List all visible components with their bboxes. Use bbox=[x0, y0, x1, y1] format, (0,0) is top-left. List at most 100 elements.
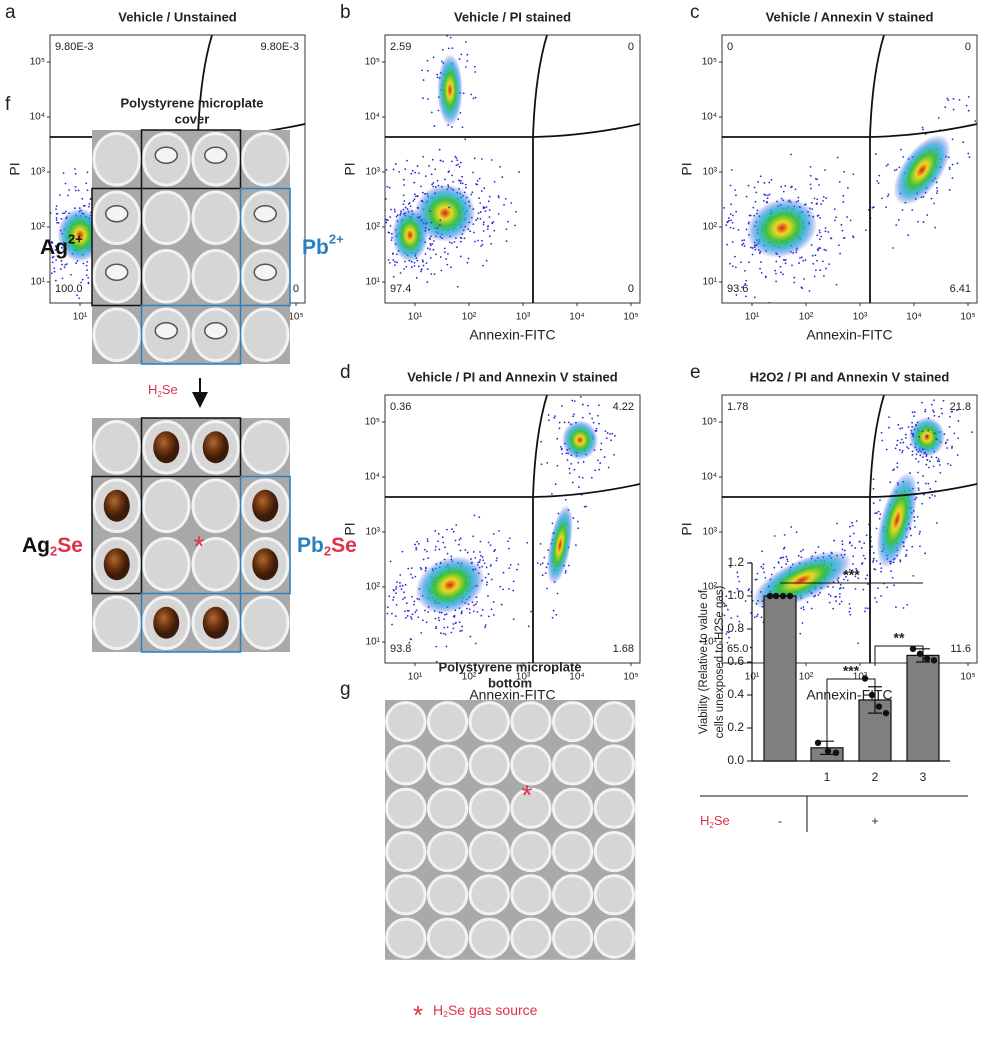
y-tick-label: 0.8 bbox=[727, 621, 744, 635]
event-dot bbox=[415, 548, 418, 551]
event-dot bbox=[438, 619, 441, 622]
event-dot bbox=[898, 449, 901, 451]
event-dot bbox=[588, 412, 591, 415]
event-dot bbox=[516, 568, 518, 571]
event-dot bbox=[54, 279, 57, 282]
event-dot bbox=[406, 615, 409, 617]
event-dot bbox=[435, 625, 438, 628]
event-dot bbox=[399, 585, 402, 588]
event-dot bbox=[503, 203, 505, 206]
event-dot bbox=[864, 610, 866, 613]
event-dot bbox=[864, 607, 867, 610]
event-dot bbox=[508, 567, 511, 570]
event-dot bbox=[56, 221, 58, 224]
event-dot bbox=[783, 534, 786, 536]
event-dot bbox=[843, 236, 846, 239]
event-dot bbox=[726, 221, 729, 224]
event-dot bbox=[842, 194, 845, 197]
event-dot bbox=[396, 261, 398, 264]
event-dot bbox=[784, 258, 787, 261]
event-dot bbox=[591, 417, 594, 420]
event-dot bbox=[491, 222, 494, 225]
x-tick-label: 10³ bbox=[853, 312, 868, 323]
event-dot bbox=[428, 165, 430, 167]
event-dot bbox=[918, 532, 921, 535]
event-dot bbox=[896, 466, 899, 469]
event-dot bbox=[404, 596, 406, 599]
event-dot bbox=[436, 73, 439, 76]
event-dot bbox=[896, 462, 899, 465]
event-dot bbox=[924, 408, 927, 411]
event-dot bbox=[901, 438, 903, 441]
event-dot bbox=[55, 212, 58, 215]
event-dot bbox=[490, 578, 493, 581]
event-dot bbox=[879, 513, 882, 516]
event-dot bbox=[765, 275, 767, 278]
pb-box bbox=[239, 187, 291, 307]
event-dot bbox=[464, 138, 467, 141]
event-dot bbox=[492, 533, 495, 535]
event-dot bbox=[390, 208, 392, 211]
event-dot bbox=[774, 269, 776, 272]
event-dot bbox=[782, 190, 785, 193]
event-dot bbox=[841, 543, 844, 546]
event-dot bbox=[808, 289, 811, 292]
event-dot bbox=[802, 259, 805, 262]
event-dot bbox=[428, 228, 430, 231]
event-dot bbox=[420, 568, 423, 571]
event-dot bbox=[921, 502, 924, 505]
panel-letter: a bbox=[5, 2, 16, 23]
well bbox=[510, 830, 552, 873]
event-dot bbox=[438, 548, 441, 551]
density bbox=[415, 556, 485, 614]
event-dot bbox=[405, 616, 407, 619]
replicate-point bbox=[779, 592, 787, 600]
event-dot bbox=[899, 441, 902, 444]
event-dot bbox=[791, 185, 793, 188]
event-dot bbox=[460, 610, 463, 613]
event-dot bbox=[398, 170, 401, 173]
y-tick-label: 10³ bbox=[366, 527, 381, 538]
event-dot bbox=[741, 286, 743, 289]
event-dot bbox=[458, 179, 461, 182]
quadrant-value: 1.78 bbox=[727, 401, 748, 413]
event-dot bbox=[507, 220, 509, 223]
event-dot bbox=[412, 200, 415, 202]
event-dot bbox=[753, 616, 756, 619]
event-dot bbox=[450, 160, 453, 163]
event-dot bbox=[877, 182, 880, 185]
event-dot bbox=[426, 268, 429, 270]
event-dot bbox=[498, 529, 500, 532]
ag-box bbox=[91, 187, 143, 307]
event-dot bbox=[725, 633, 728, 635]
event-dot bbox=[967, 152, 970, 155]
quadrant-gate bbox=[722, 483, 978, 498]
event-dot bbox=[539, 563, 542, 566]
event-dot bbox=[775, 260, 778, 263]
event-dot bbox=[820, 203, 822, 205]
event-dot bbox=[921, 448, 924, 451]
well bbox=[385, 744, 427, 786]
event-dot bbox=[55, 219, 58, 221]
event-dot bbox=[386, 185, 389, 188]
event-dot bbox=[780, 566, 783, 569]
event-dot bbox=[393, 208, 396, 211]
event-dot bbox=[551, 492, 553, 495]
treatment-label-sub: 2 bbox=[709, 821, 714, 830]
event-dot bbox=[791, 264, 793, 267]
event-dot bbox=[762, 563, 765, 566]
event-dot bbox=[437, 533, 440, 535]
event-dot bbox=[470, 193, 473, 196]
well bbox=[92, 132, 142, 187]
event-dot bbox=[875, 560, 878, 562]
event-dot bbox=[874, 512, 877, 514]
event-dot bbox=[819, 217, 822, 219]
event-dot bbox=[392, 588, 395, 591]
event-dot bbox=[443, 618, 446, 621]
event-dot bbox=[426, 59, 429, 62]
event-dot bbox=[846, 216, 848, 218]
panel-title: Vehicle / PI stained bbox=[454, 9, 571, 24]
event-dot bbox=[922, 221, 925, 223]
event-dot bbox=[907, 426, 910, 428]
y-tick-label: 10¹ bbox=[703, 277, 718, 288]
